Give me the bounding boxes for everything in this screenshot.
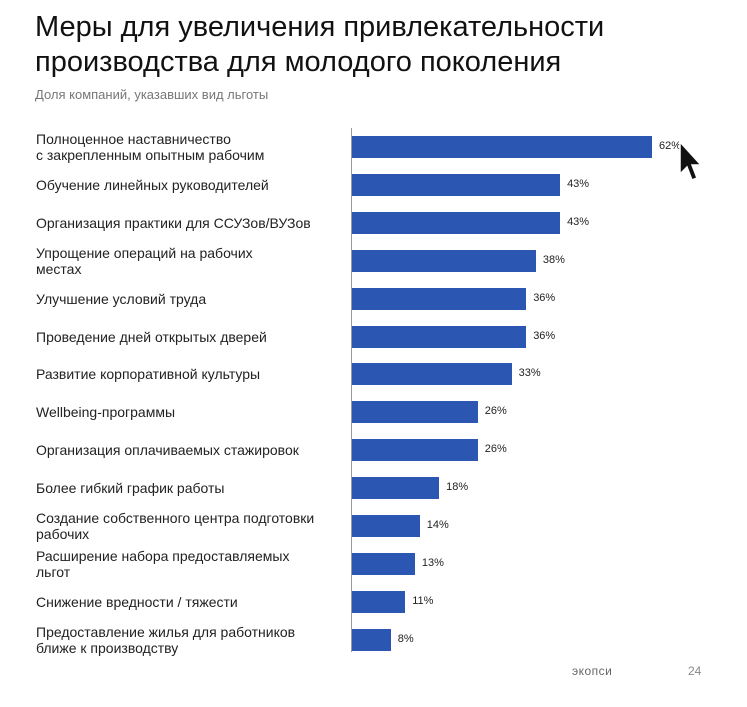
bar: [352, 173, 561, 196]
bar: [352, 211, 561, 234]
bar: [352, 401, 478, 424]
value-label: 33%: [518, 367, 541, 380]
bar: [352, 136, 652, 158]
category-label: Более гибкий график работы: [36, 480, 225, 497]
bar: [352, 477, 440, 500]
value-label: 14%: [426, 519, 449, 531]
category-label: Снижение вредности / тяжести: [36, 593, 238, 610]
bar: [352, 439, 478, 462]
mouse-cursor: [679, 140, 702, 181]
chart-subtitle: Доля компаний, указавших вид льготы: [35, 87, 269, 102]
category-label: Обучение линейных руководителей: [36, 176, 269, 193]
category-label: Организация практики для ССУЗов/ВУЗов: [36, 214, 311, 231]
category-label: Улучшение условий труда: [36, 290, 207, 307]
bar: [352, 552, 415, 575]
value-label: 26%: [484, 405, 507, 418]
value-label: 43%: [567, 177, 590, 190]
value-label: 8%: [397, 632, 414, 645]
footer-logo: экопси: [572, 664, 613, 678]
category-label: Полноценное наставничество с закрепленны…: [36, 131, 265, 163]
value-label: 36%: [533, 329, 556, 342]
category-label: Проведение дней открытых дверей: [36, 328, 267, 345]
bar: [352, 249, 536, 272]
bar: [352, 363, 512, 386]
axis-line: [351, 128, 352, 652]
value-label: 62%: [659, 140, 682, 152]
bar: [352, 325, 527, 348]
value-label: 26%: [484, 443, 507, 456]
category-label: Упрощение операций на рабочих местах: [36, 244, 253, 277]
bar: [352, 287, 527, 310]
value-label: 36%: [533, 291, 556, 304]
value-label: 11%: [412, 594, 434, 607]
value-label: 13%: [421, 556, 444, 569]
value-label: 18%: [446, 481, 469, 494]
value-label: 43%: [567, 215, 590, 228]
category-label: Расширение набора предоставляемых льгот: [36, 547, 290, 580]
bar: [352, 590, 406, 613]
page-number: 24: [688, 664, 702, 678]
chart-title: Меры для увеличения привлекательности пр…: [35, 11, 605, 78]
value-label: 38%: [542, 253, 565, 266]
category-label: Создание собственного центра подготовки …: [36, 510, 315, 542]
bar: [352, 515, 420, 537]
category-label: Предоставление жилья для работников ближ…: [36, 623, 296, 656]
category-label: Wellbeing-программы: [36, 404, 176, 421]
category-label: Развитие корпоративной культуры: [36, 366, 261, 383]
category-label: Организация оплачиваемых стажировок: [36, 442, 299, 459]
bar: [352, 628, 391, 651]
